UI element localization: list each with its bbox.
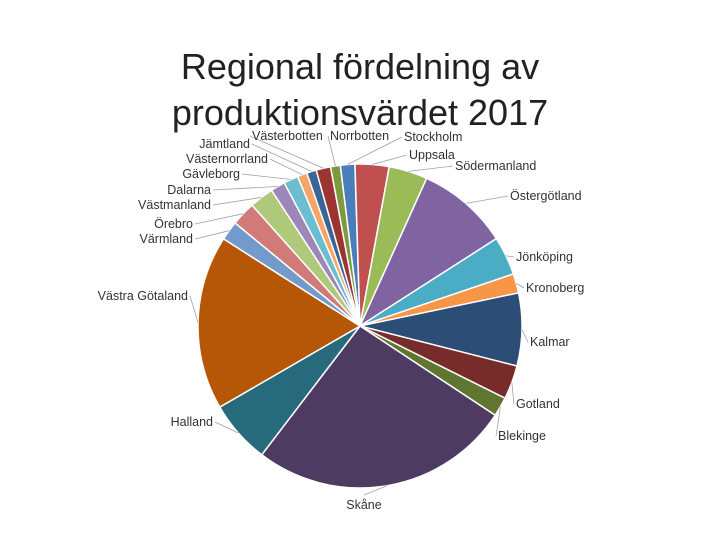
leader-line-stockholm [347,136,403,165]
leader-line-gotland [511,382,515,405]
leader-line-gavleborg [241,173,291,180]
slice-label-gotland: Gotland [516,397,560,411]
slice-label-vasterbotten: Västerbotten [252,129,323,143]
slice-label-kronoberg: Kronoberg [526,281,584,295]
slice-label-uppsala: Uppsala [409,148,455,162]
pie-leader-lines [189,135,529,496]
pie-slice-vastra-gotaland [197,237,362,409]
leader-line-vastra-gotaland [189,295,199,323]
leader-line-dalarna [212,186,278,191]
leader-line-skane [363,485,388,496]
slice-label-blekinge: Blekinge [498,429,546,443]
leader-line-vasternorrland [269,158,303,176]
leader-line-varmland [194,230,230,240]
leader-line-orebro [194,213,244,225]
slice-label-varmland: Värmland [140,232,194,246]
pie-slice-skane [260,324,497,489]
slice-label-jonkoping: Jönköping [516,250,573,264]
chart-title: Regional fördelning av produktionsvärdet… [0,44,720,136]
slice-label-sodermanland: Södermanland [455,159,536,173]
slice-label-dalarna: Dalarna [167,183,211,197]
slice-label-norrbotten: Norrbotten [330,129,389,143]
leader-line-norrbotten [327,135,336,166]
slice-label-skane: Skåne [346,498,381,512]
slice-label-halland: Halland [171,415,213,429]
slice-label-orebro: Örebro [154,217,193,231]
slice-label-vasternorrland: Västernorrland [186,152,268,166]
slice-label-gavleborg: Gävleborg [182,167,240,181]
leader-line-kronoberg [516,283,525,289]
leader-line-jamtland [251,143,312,172]
leader-line-kalmar [521,329,529,343]
pie-slices [197,163,523,489]
leader-line-vastmanland [212,197,262,206]
chart-title-line-1: Regional fördelning av [180,46,540,88]
leader-line-uppsala [372,154,408,165]
slice-label-stockholm: Stockholm [404,130,462,144]
slice-label-jamtland: Jämtland [199,137,250,151]
slice-label-kalmar: Kalmar [530,335,570,349]
slice-label-ostergotland: Östergötland [510,189,582,203]
slice-label-vastmanland: Västmanland [138,198,211,212]
leader-line-ostergotland [465,195,509,204]
leader-line-vasterbotten [249,135,324,169]
leader-line-sodermanland [408,165,454,172]
slice-label-vastra-gotaland: Västra Götaland [98,289,188,303]
leader-line-halland [214,421,239,434]
pie-slice-ostergotland [358,177,498,328]
leader-line-jonkoping [505,255,515,258]
chart-title-line-2: produktionsvärdet 2017 [171,92,549,134]
leader-line-blekinge [495,406,501,437]
